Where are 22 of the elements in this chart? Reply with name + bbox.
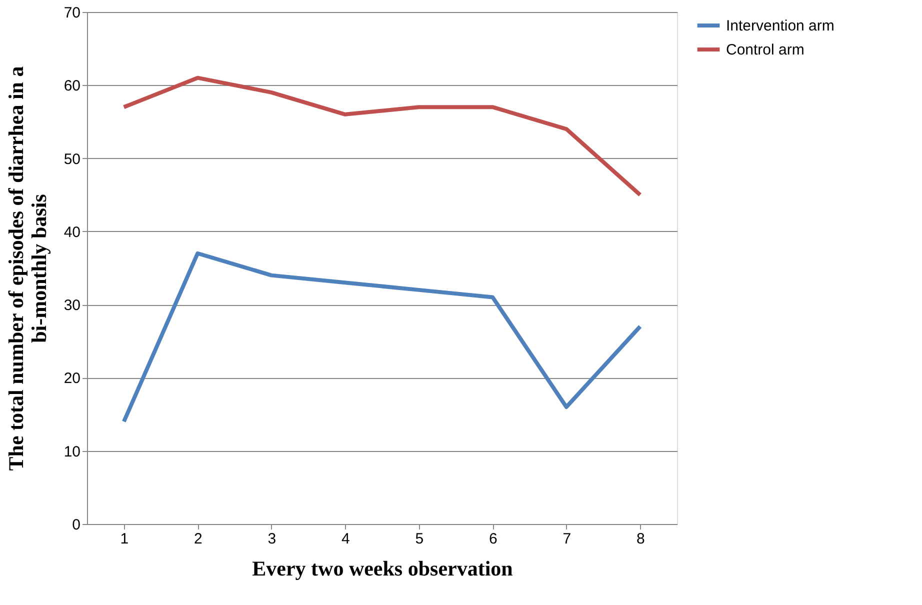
y-tick-label: 10 <box>64 443 80 460</box>
x-tick-label: 4 <box>341 530 350 548</box>
x-tick-label: 6 <box>488 530 498 548</box>
line-series <box>122 76 642 197</box>
legend-label: Intervention arm <box>726 18 834 34</box>
x-tick-label: 5 <box>415 530 424 548</box>
line-series <box>122 251 642 424</box>
x-tick-label: 3 <box>268 530 276 548</box>
x-tick-label: 8 <box>636 530 645 548</box>
y-tick-label: 40 <box>64 224 80 241</box>
y-tick-label: 60 <box>64 78 80 95</box>
y-axis-title: The total number of episodes of diarrhea in a bi-monthly basis <box>4 66 51 471</box>
x-tick-label: 7 <box>562 530 572 548</box>
x-tick-label: 2 <box>194 530 202 548</box>
y-tick-label: 20 <box>64 370 80 388</box>
legend-label: Control arm <box>726 42 804 58</box>
y-tick-label: 70 <box>64 4 80 22</box>
y-tick-label: 50 <box>64 150 80 168</box>
x-tick-label: 1 <box>120 530 129 548</box>
y-tick-label: 30 <box>64 297 80 314</box>
x-axis-title: Every two weeks observation <box>252 556 514 580</box>
y-tick-label: 0 <box>72 516 80 534</box>
